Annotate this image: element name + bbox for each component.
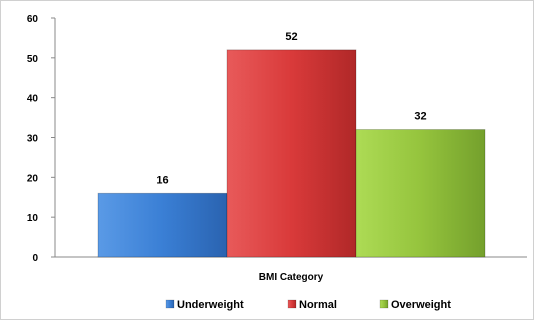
y-tick-label: 40 <box>27 94 39 105</box>
y-tick-label: 60 <box>27 14 39 25</box>
bars-group <box>97 49 486 258</box>
legend-swatch-normal <box>287 299 297 309</box>
legend: Underweight Normal Overweight <box>165 299 451 311</box>
bar-overweight <box>355 129 486 258</box>
y-tick-label: 10 <box>27 213 39 224</box>
y-axis-ticks: 0 10 20 30 40 50 60 <box>27 14 55 264</box>
bar-underweight <box>97 192 228 258</box>
x-axis-label: BMI Category <box>259 272 324 283</box>
legend-label-underweight: Underweight <box>177 299 244 311</box>
legend-label-overweight: Overweight <box>391 299 451 311</box>
data-label-underweight: 16 <box>156 174 168 186</box>
legend-swatch-underweight <box>165 299 175 309</box>
legend-label-normal: Normal <box>299 299 337 311</box>
y-tick-label: 20 <box>27 173 39 184</box>
bar-normal <box>226 49 357 258</box>
y-tick-label: 30 <box>27 134 39 145</box>
legend-swatch-overweight <box>379 299 389 309</box>
y-tick-label: 0 <box>32 253 38 264</box>
data-labels-group: 16 52 32 <box>156 31 426 186</box>
data-label-normal: 52 <box>285 31 297 43</box>
data-label-overweight: 32 <box>414 111 426 123</box>
y-tick-label: 50 <box>27 54 39 65</box>
